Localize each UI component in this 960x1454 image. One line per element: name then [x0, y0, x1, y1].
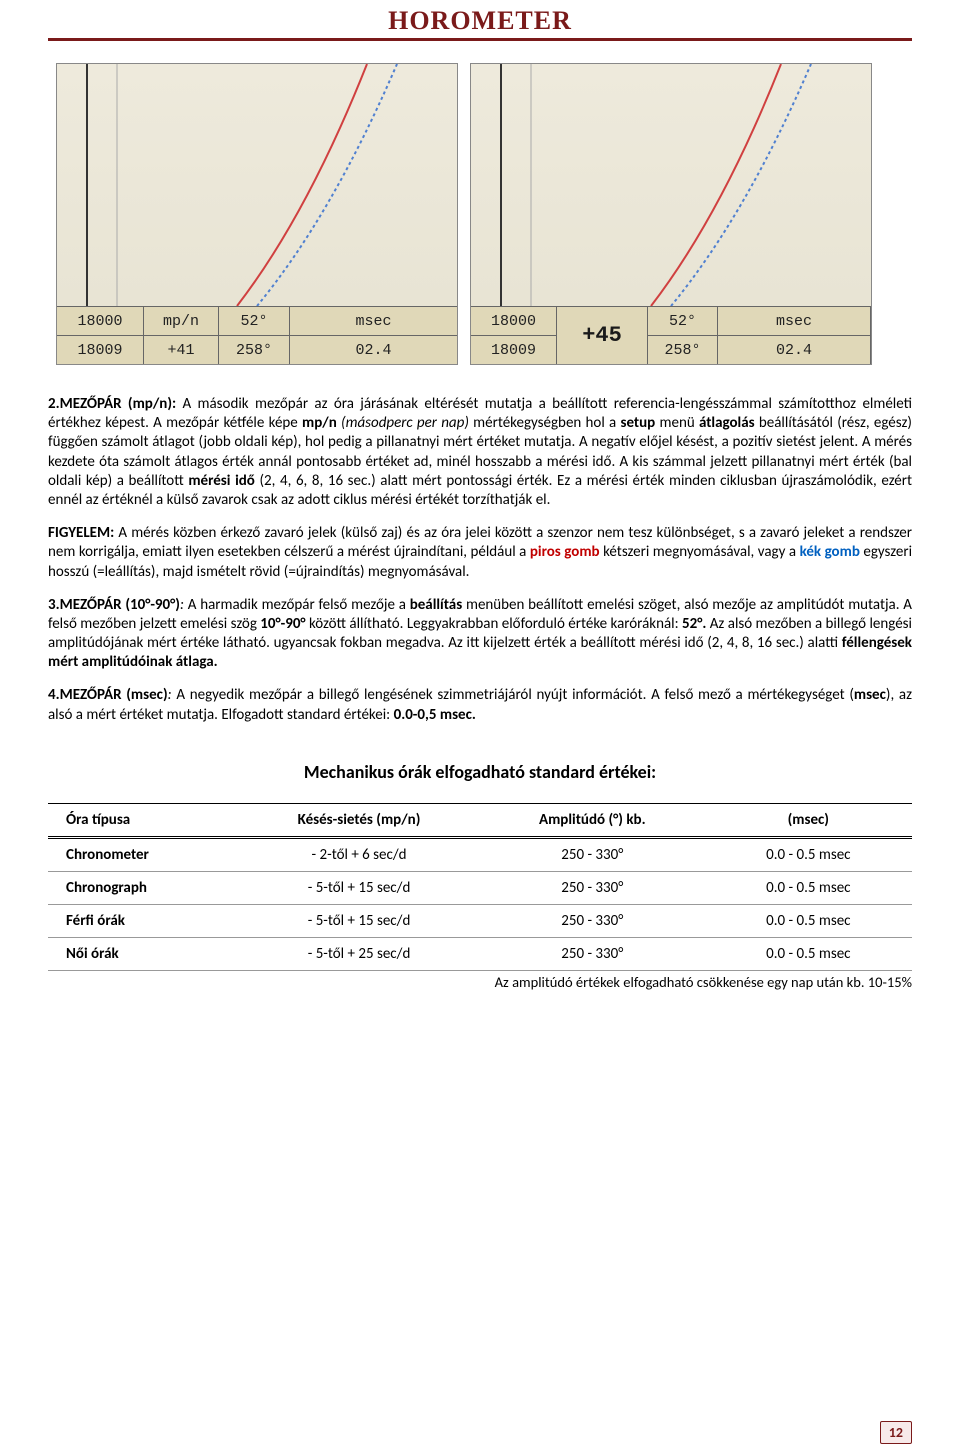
- lcd-cell: 258°: [648, 335, 718, 364]
- text: 4.MEZŐPÁR (msec): [48, 686, 168, 704]
- lcd-cell-big: +45: [557, 307, 648, 364]
- th: Óra típusa: [48, 803, 238, 837]
- lcd-graph-left: [57, 64, 457, 306]
- table-cell: 0.0 - 0.5 msec: [705, 937, 912, 970]
- lcd-cell: 18009: [471, 335, 557, 364]
- text: A negyedik mezőpár a billegő lengésének …: [172, 686, 854, 704]
- table-cell: 250 - 330°: [480, 904, 705, 937]
- paragraph-3mezopar: 3.MEZŐPÁR (10°-90°): A harmadik mezőpár …: [48, 596, 912, 673]
- table-cell: 0.0 - 0.5 msec: [705, 837, 912, 871]
- paragraph-4mezopar: 4.MEZŐPÁR (msec): A negyedik mezőpár a b…: [48, 686, 912, 724]
- header-rule: [48, 38, 912, 41]
- table-heading: Mechanikus órák elfogadható standard ért…: [48, 761, 912, 783]
- text: között állítható. Leggyakrabban előfordu…: [306, 615, 682, 633]
- table-cell: 0.0 - 0.5 msec: [705, 904, 912, 937]
- paragraph-figyelem: FIGYELEM: A mérés közben érkező zavaró j…: [48, 524, 912, 582]
- lcd-cell: 52°: [219, 307, 290, 335]
- text: (másodperc per nap): [337, 414, 473, 432]
- text: setup: [621, 414, 656, 432]
- text: 10°-90°: [260, 615, 305, 633]
- lcd-cell: msec: [718, 307, 871, 335]
- lcd-cell: +41: [144, 336, 219, 364]
- table-cell: 0.0 - 0.5 msec: [705, 871, 912, 904]
- text: átlagolás: [699, 414, 755, 432]
- table-cell: 250 - 330°: [480, 837, 705, 871]
- table-cell: Chronometer: [48, 837, 238, 871]
- text: 3.MEZŐPÁR (10°-90°): [48, 596, 180, 614]
- lcd-cell: msec: [290, 307, 457, 335]
- lcd-cell: 02.4: [290, 336, 457, 364]
- lcd-cell: 52°: [648, 307, 718, 335]
- table-cell: Férfi órák: [48, 904, 238, 937]
- table-row: Chronograph- 5-től + 15 sec/d250 - 330°0…: [48, 871, 912, 904]
- standard-values-table: Óra típusa Késés-sietés (mp/n) Amplitúdó…: [48, 803, 912, 971]
- text: 52°.: [682, 615, 706, 633]
- red-text: piros gomb: [530, 543, 600, 561]
- table-cell: Női órák: [48, 937, 238, 970]
- table-row: Női órák- 5-től + 25 sec/d250 - 330°0.0 …: [48, 937, 912, 970]
- table-cell: Chronograph: [48, 871, 238, 904]
- text: mértékegységben hol a: [473, 414, 620, 432]
- lcd-cell: 02.4: [718, 335, 871, 364]
- text: A harmadik mezőpár felső mezője a: [184, 596, 410, 614]
- text: kétszeri megnyomásával, vagy a: [600, 543, 800, 561]
- lcd-photo-left: 18000 mp/n 52° msec 18009 +41 258° 02.4: [56, 63, 458, 365]
- text: 0.0-0,5 msec.: [394, 706, 476, 724]
- th: (msec): [705, 803, 912, 837]
- table-row: Férfi órák- 5-től + 15 sec/d250 - 330°0.…: [48, 904, 912, 937]
- lcd-photo-right: 18000 18009 +45 52° 258° msec 02.4: [470, 63, 872, 365]
- table-cell: 250 - 330°: [480, 871, 705, 904]
- page-title: HOROMETER: [48, 0, 912, 38]
- table-cell: - 5-től + 25 sec/d: [238, 937, 480, 970]
- th: Amplitúdó (°) kb.: [480, 803, 705, 837]
- table-row: Chronometer- 2-től + 6 sec/d250 - 330°0.…: [48, 837, 912, 871]
- text: mérési idő: [188, 472, 255, 490]
- lcd-cell: 18000: [471, 307, 557, 335]
- text: FIGYELEM:: [48, 524, 114, 542]
- table-cell: - 5-től + 15 sec/d: [238, 904, 480, 937]
- text: beállítás: [410, 596, 463, 614]
- table-note: Az amplitúdó értékek elfogadható csökken…: [48, 973, 912, 991]
- page-number: 12: [880, 1421, 912, 1444]
- table-header-row: Óra típusa Késés-sietés (mp/n) Amplitúdó…: [48, 803, 912, 837]
- lcd-photos-row: 18000 mp/n 52° msec 18009 +41 258° 02.4: [48, 63, 912, 365]
- text: menü: [655, 414, 699, 432]
- text: mp/n: [302, 414, 337, 432]
- lcd-graph-right: [471, 64, 871, 306]
- table-cell: 250 - 330°: [480, 937, 705, 970]
- table-cell: - 2-től + 6 sec/d: [238, 837, 480, 871]
- blue-text: kék gomb: [800, 543, 860, 561]
- lcd-cell: mp/n: [144, 307, 219, 335]
- table-cell: - 5-től + 15 sec/d: [238, 871, 480, 904]
- lcd-cell: 258°: [219, 336, 290, 364]
- text: msec: [854, 686, 886, 704]
- lcd-cell: 18009: [57, 336, 144, 364]
- paragraph-2mezopar: 2.MEZŐPÁR (mp/n): A második mezőpár az ó…: [48, 395, 912, 510]
- th: Késés-sietés (mp/n): [238, 803, 480, 837]
- text: 2.MEZŐPÁR (mp/n):: [48, 395, 176, 413]
- lcd-cell: 18000: [57, 307, 144, 335]
